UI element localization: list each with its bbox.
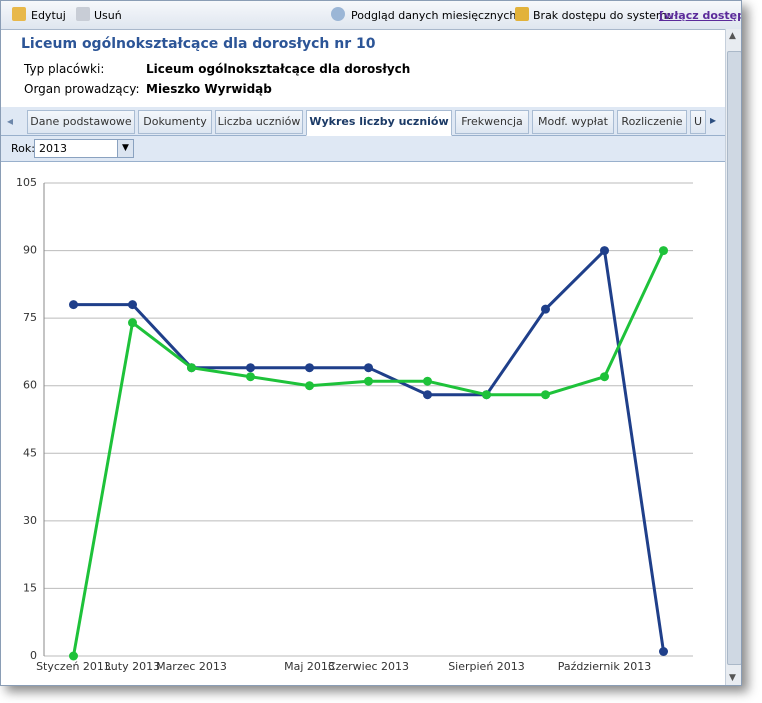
delete-button[interactable]: Usuń bbox=[94, 9, 122, 22]
y-tick-label: 60 bbox=[23, 379, 37, 392]
field-value: Liceum ogólnokształcące dla dorosłych bbox=[146, 62, 411, 76]
data-point bbox=[128, 318, 137, 328]
year-label: Rok: bbox=[11, 142, 35, 155]
y-tick-label: 75 bbox=[23, 311, 37, 324]
tab-bar: ◂ Dane podstawowe Dokumenty Liczba uczni… bbox=[1, 107, 725, 136]
edit-button[interactable]: Edytuj bbox=[31, 9, 66, 22]
data-point bbox=[541, 304, 550, 314]
year-bar: Rok: 2013 ▼ bbox=[1, 136, 725, 162]
field-value: Mieszko Wyrwidąb bbox=[146, 82, 272, 96]
data-point bbox=[69, 651, 78, 661]
data-point bbox=[600, 372, 609, 382]
scroll-up[interactable]: ▲ bbox=[729, 31, 736, 41]
y-tick-label: 105 bbox=[16, 176, 37, 189]
data-point bbox=[659, 246, 668, 256]
series-line bbox=[73, 247, 665, 652]
scroll-down[interactable]: ▼ bbox=[729, 673, 736, 683]
field-label: Organ prowadzący: bbox=[24, 82, 140, 96]
x-tick-label: Maj 2013 bbox=[284, 660, 335, 673]
scrollbar[interactable]: ▲ ▼ bbox=[725, 29, 741, 685]
data-point bbox=[128, 300, 137, 310]
x-tick-label: Czerwiec 2013 bbox=[328, 660, 409, 673]
y-tick-label: 30 bbox=[23, 514, 37, 527]
field-label: Typ placówki: bbox=[24, 62, 105, 76]
access-status: Brak dostępu do systemu bbox=[533, 9, 674, 22]
data-point bbox=[187, 363, 196, 373]
data-point bbox=[69, 300, 78, 310]
y-tick-label: 15 bbox=[23, 581, 37, 594]
tab-active[interactable]: Wykres liczby uczniów bbox=[306, 110, 452, 136]
year-select[interactable]: 2013 ▼ bbox=[34, 139, 134, 158]
lock-icon bbox=[515, 7, 529, 21]
data-point bbox=[364, 376, 373, 386]
data-point bbox=[364, 363, 373, 373]
tab-scroll-left[interactable]: ◂ bbox=[7, 114, 14, 128]
delete-icon[interactable] bbox=[76, 7, 90, 21]
tab[interactable]: Modf. wypłat bbox=[532, 110, 614, 134]
year-value: 2013 bbox=[39, 142, 67, 155]
scroll-thumb[interactable] bbox=[727, 51, 741, 665]
x-tick-label: Luty 2013 bbox=[105, 660, 160, 673]
preview-button[interactable]: Podgląd danych miesięcznych bbox=[351, 9, 517, 22]
tab[interactable]: Dokumenty bbox=[138, 110, 212, 134]
data-point bbox=[305, 363, 314, 373]
tab-scroll-right[interactable]: ▸ bbox=[710, 113, 717, 127]
data-point bbox=[423, 390, 432, 400]
access-link[interactable]: [włącz dostęp] bbox=[659, 9, 742, 22]
tab[interactable]: Frekwencja bbox=[455, 110, 529, 134]
school-title: Liceum ogólnokształcące dla dorosłych nr… bbox=[21, 36, 376, 52]
toolbar: Edytuj Usuń Podgląd danych miesięcznych … bbox=[1, 1, 741, 30]
tab[interactable]: Liczba uczniów bbox=[215, 110, 303, 134]
tab[interactable]: Dane podstawowe bbox=[27, 110, 135, 134]
preview-icon[interactable] bbox=[331, 7, 345, 21]
edit-icon[interactable] bbox=[12, 7, 26, 21]
data-point bbox=[600, 246, 609, 256]
window: Edytuj Usuń Podgląd danych miesięcznych … bbox=[0, 0, 742, 686]
tab[interactable]: Rozliczenie bbox=[617, 110, 687, 134]
data-point bbox=[246, 363, 255, 373]
data-point bbox=[541, 390, 550, 400]
dropdown-arrow[interactable]: ▼ bbox=[117, 140, 133, 157]
y-tick-label: 45 bbox=[23, 446, 37, 459]
x-tick-label: Marzec 2013 bbox=[156, 660, 227, 673]
x-tick-label: Styczeń 2013 bbox=[36, 660, 111, 673]
data-point bbox=[246, 372, 255, 382]
y-tick-label: 0 bbox=[30, 649, 37, 662]
x-tick-label: Październik 2013 bbox=[558, 660, 651, 673]
data-point bbox=[305, 381, 314, 391]
data-point bbox=[482, 390, 491, 400]
x-tick-label: Sierpień 2013 bbox=[448, 660, 525, 673]
data-point bbox=[423, 376, 432, 386]
data-point bbox=[659, 646, 668, 656]
tab[interactable]: U bbox=[690, 110, 706, 134]
y-tick-label: 90 bbox=[23, 244, 37, 257]
